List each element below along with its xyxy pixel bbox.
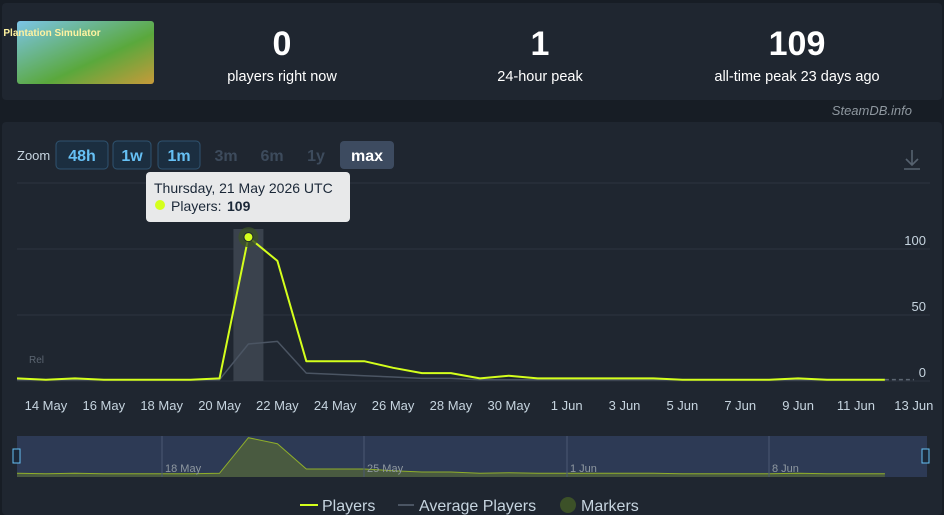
stats-panel [2, 3, 942, 100]
stat-value: 1 [531, 25, 550, 63]
stat-label: players right now [227, 69, 337, 85]
navigator-tick-label: 18 May [165, 463, 202, 475]
tooltip-label: Players: [171, 198, 222, 214]
series-line [16, 236, 885, 381]
zoom-button-bg [55, 140, 109, 170]
x-tick-label: 1 Jun [551, 398, 583, 413]
navigator-area [17, 437, 885, 477]
hover-point [243, 232, 254, 243]
tooltip-box [146, 172, 350, 222]
download-icon[interactable] [904, 150, 920, 170]
legend-label[interactable]: Players [322, 498, 375, 515]
x-tick-label: 22 May [256, 398, 299, 413]
zoom-button[interactable]: 1w [112, 140, 152, 170]
x-tick-label: 14 May [25, 398, 68, 413]
x-tick-label: 18 May [140, 398, 183, 413]
legend-swatch [560, 497, 576, 513]
navigator-tick-label: 1 Jun [570, 463, 597, 475]
legend-label[interactable]: Average Players [419, 498, 536, 515]
logo-text: Plantation Simulator [3, 28, 100, 39]
navigator-tick-label: 8 Jun [772, 463, 799, 475]
zoom-button-label: 3m [214, 148, 237, 165]
rel-label: Rel [29, 355, 44, 366]
stat-label: 24-hour peak [497, 69, 583, 85]
x-tick-label: 30 May [487, 398, 530, 413]
x-tick-label: 20 May [198, 398, 241, 413]
zoom-button: 6m [260, 148, 283, 165]
credit: SteamDB.info [832, 103, 912, 118]
game-logo [17, 21, 154, 84]
x-tick-label: 26 May [372, 398, 415, 413]
zoom-button-bg [340, 141, 394, 169]
zoom-button-label: max [351, 148, 383, 165]
tooltip-dot [155, 200, 165, 210]
stat-label: all-time peak 23 days ago [714, 69, 879, 85]
x-tick-label: 3 Jun [609, 398, 641, 413]
x-tick-label: 28 May [430, 398, 473, 413]
navigator-bg [17, 436, 927, 477]
zoom-button[interactable]: 1m [157, 140, 201, 170]
zoom-button-bg [112, 140, 152, 170]
stat-value: 0 [273, 25, 292, 63]
y-tick-label: 0 [919, 365, 926, 380]
y-tick-label: 100 [904, 233, 926, 248]
navigator-tick-label: 25 May [367, 463, 404, 475]
navigator-handle[interactable] [921, 448, 930, 464]
x-tick-label: 5 Jun [666, 398, 698, 413]
navigator-handle[interactable] [12, 448, 21, 464]
zoom-button-label: 6m [260, 148, 283, 165]
x-tick-label: 24 May [314, 398, 357, 413]
zoom-button: 1y [307, 148, 325, 165]
zoom-button-label: 48h [68, 148, 96, 165]
y-tick-label: 50 [912, 299, 926, 314]
x-tick-label: 16 May [82, 398, 125, 413]
zoom-label: Zoom [17, 148, 50, 163]
x-tick-label: 13 Jun [894, 398, 933, 413]
stat-value: 109 [769, 25, 826, 63]
zoom-button[interactable]: max [340, 141, 394, 169]
x-tick-label: 11 Jun [837, 398, 875, 413]
zoom-button-label: 1y [307, 148, 325, 165]
zoom-button: 3m [214, 148, 237, 165]
zoom-button-label: 1w [121, 148, 143, 165]
zoom-button-bg [157, 140, 201, 170]
x-tick-label: 7 Jun [724, 398, 756, 413]
legend-label[interactable]: Markers [581, 498, 639, 515]
zoom-button-label: 1m [167, 148, 190, 165]
zoom-button[interactable]: 48h [55, 140, 109, 170]
x-tick-label: 9 Jun [782, 398, 814, 413]
tooltip-value: 109 [227, 198, 251, 214]
tooltip-date: Thursday, 21 May 2026 UTC [154, 180, 333, 196]
hover-band [233, 229, 264, 381]
